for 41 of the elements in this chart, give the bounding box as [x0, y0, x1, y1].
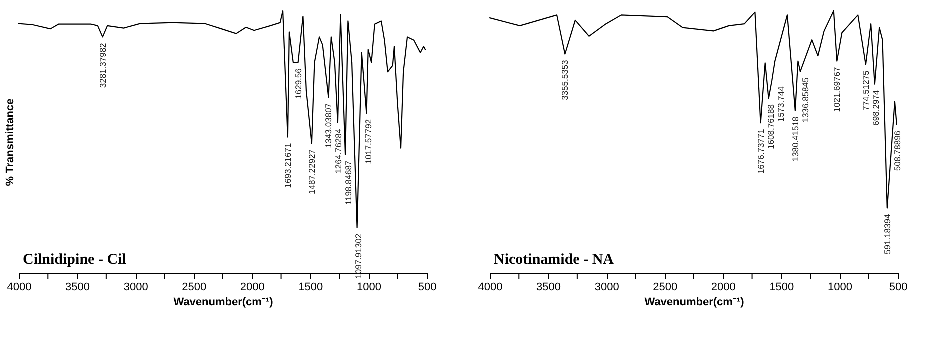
x-tick-label: 500 [418, 282, 437, 294]
annotation: 1676.73771 [756, 128, 766, 174]
x-tick-label: 500 [889, 282, 908, 294]
annotation: 508.78896 [892, 130, 902, 172]
x-tick-label: 3500 [66, 282, 90, 294]
annotation: 1629.56 [293, 68, 304, 100]
text: Nicotinamide - NA [494, 252, 614, 268]
x-tick-label: 3000 [124, 282, 148, 294]
annotation: 591.18394 [882, 214, 892, 254]
x-tick-label: 2500 [182, 282, 207, 294]
x-axis-title: Wavenumber(cm⁻¹) [644, 296, 745, 308]
x-tick-label: 4000 [7, 282, 32, 294]
annotation: 1017.57792 [364, 119, 374, 164]
annotation: 3355.5353 [560, 60, 570, 100]
annotation: 1608.76188 [766, 104, 776, 150]
annotation: 1487.22927 [306, 149, 317, 194]
annotation: 1343.03807 [324, 103, 334, 148]
x-tick-label: 2000 [240, 282, 265, 294]
annotation: 1264.76284 [334, 128, 344, 174]
y-axis-title: % Transmittance [4, 98, 16, 186]
x-tick-label: 1000 [828, 282, 852, 294]
annotation: 1573.744 [776, 86, 786, 122]
annotation: 1380.41518 [790, 116, 800, 162]
x-tick-label: 1000 [356, 282, 382, 294]
annotation: 1336.85845 [800, 78, 810, 123]
x-tick-label: 2500 [653, 282, 678, 294]
annotation: 698.2974 [870, 90, 881, 126]
x-tick-label: 1500 [298, 282, 324, 294]
annotation: 1021.69767 [832, 67, 842, 112]
x-tick-label: 2000 [711, 282, 736, 294]
x-axis-title: Wavenumber(cm⁻¹) [174, 296, 274, 308]
text: Cilnidipine - Cil [23, 252, 126, 268]
annotation: 1198.84687 [344, 160, 354, 206]
annotation: 3281.37982 [98, 42, 108, 88]
annotation: 1097.91302 [354, 234, 364, 279]
x-tick-label: 3500 [536, 282, 562, 294]
annotation: 774.51275 [860, 70, 871, 111]
x-tick-label: 1500 [770, 282, 794, 294]
x-tick-label: 4000 [478, 282, 503, 294]
x-tick-label: 3000 [594, 282, 620, 294]
annotation: 1693.21671 [282, 143, 293, 188]
